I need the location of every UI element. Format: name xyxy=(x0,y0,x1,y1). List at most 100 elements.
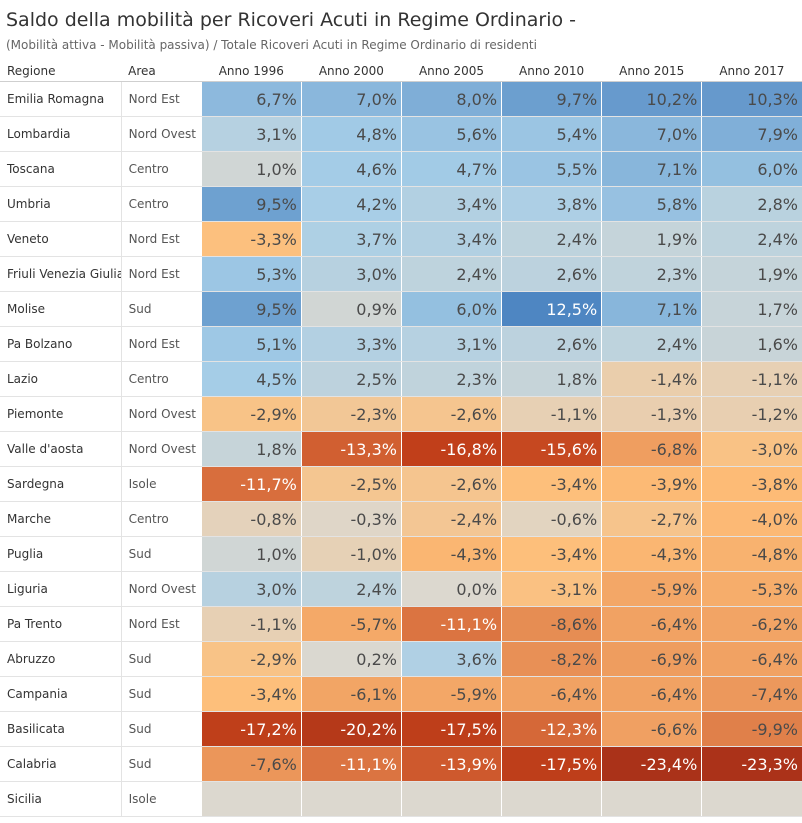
table-row: Piemonte Nord Ovest -2,9% -2,3% -2,6% -1,1% -1… xyxy=(0,396,802,432)
heatmap-cell-anno-2000: -13,3% xyxy=(300,431,402,467)
table-row: Basilicata Sud -17,2% -20,2% -17,5% -12,3% -6,… xyxy=(0,711,802,747)
table-row: Abruzzo Sud -2,9% 0,2% 3,6% -8,2% -6,9% -6,4% xyxy=(0,641,802,677)
heatmap-cell-anno-2015: -6,8% xyxy=(601,431,702,467)
table-row: Emilia Romagna Nord Est 6,7% 7,0% 8,0% 9,7% 10… xyxy=(0,81,802,117)
heatmap-cell-anno-2017: -4,0% xyxy=(701,501,802,537)
row-label-area: Sud xyxy=(121,536,202,572)
chart-subtitle: (Mobilità attiva - Mobilità passiva) / T… xyxy=(6,38,537,52)
heatmap-cell-anno-2005: 3,4% xyxy=(400,186,502,222)
heatmap-cell-anno-2005: -16,8% xyxy=(400,431,502,467)
heatmap-cell-anno-2010 xyxy=(501,781,602,817)
heatmap-cell-anno-2017: 1,9% xyxy=(701,256,802,292)
heatmap-cell-anno-1996: -0,8% xyxy=(200,501,302,537)
heatmap-cell-anno-2015: -1,3% xyxy=(601,396,702,432)
heatmap-cell-anno-2000: -6,1% xyxy=(300,676,402,712)
heatmap-cell-anno-2015: 2,4% xyxy=(601,326,702,362)
heatmap-cell-anno-2010: -12,3% xyxy=(501,711,602,747)
heatmap-cell-anno-2015: -6,9% xyxy=(601,641,702,677)
table-body: Emilia Romagna Nord Est 6,7% 7,0% 8,0% 9,7% 10… xyxy=(0,81,802,817)
row-label-area: Centro xyxy=(121,151,202,187)
header-row: Regione Area Anno 1996 Anno 2000 Anno 2005 An… xyxy=(0,61,802,82)
heatmap-cell-anno-2005: 4,7% xyxy=(400,151,502,187)
heatmap-cell-anno-2005: 3,6% xyxy=(400,641,502,677)
heatmap-cell-anno-2010: -3,4% xyxy=(501,466,602,502)
heatmap-cell-anno-2000: 2,4% xyxy=(300,571,402,607)
heatmap-cell-anno-2015: -1,4% xyxy=(601,361,702,397)
heatmap-cell-anno-2010: 2,4% xyxy=(501,221,602,257)
table-row: Molise Sud 9,5% 0,9% 6,0% 12,5% 7,1% 1,7% xyxy=(0,291,802,327)
row-label-regione: Valle d'aosta xyxy=(0,431,122,467)
heatmap-cell-anno-2005: 5,6% xyxy=(400,116,502,152)
heatmap-cell-anno-1996: 5,3% xyxy=(200,256,302,292)
heatmap-cell-anno-2005: -2,6% xyxy=(400,466,502,502)
heatmap-cell-anno-2015: 7,0% xyxy=(601,116,702,152)
row-label-regione: Puglia xyxy=(0,536,122,572)
row-label-regione: Abruzzo xyxy=(0,641,122,677)
heatmap-cell-anno-2000: 4,2% xyxy=(300,186,402,222)
column-header-anno-2005: Anno 2005 xyxy=(401,61,502,82)
row-label-regione: Campania xyxy=(0,676,122,712)
heatmap-cell-anno-2015: -2,7% xyxy=(601,501,702,537)
table-row: Pa Trento Nord Est -1,1% -5,7% -11,1% -8,6% -6… xyxy=(0,606,802,642)
row-label-regione: Pa Bolzano xyxy=(0,326,122,362)
row-label-regione: Friuli Venezia Giulia xyxy=(0,256,122,292)
heatmap-cell-anno-2010: 12,5% xyxy=(501,291,602,327)
column-header-area: Area xyxy=(121,61,202,82)
heatmap-cell-anno-2010: -0,6% xyxy=(501,501,602,537)
heatmap-cell-anno-1996: -11,7% xyxy=(200,466,302,502)
heatmap-cell-anno-2017: -1,1% xyxy=(701,361,802,397)
row-label-regione: Toscana xyxy=(0,151,122,187)
heatmap-cell-anno-2000: 0,2% xyxy=(300,641,402,677)
heatmap-cell-anno-1996: -1,1% xyxy=(200,606,302,642)
row-label-regione: Marche xyxy=(0,501,122,537)
heatmap-cell-anno-2000: -2,5% xyxy=(300,466,402,502)
heatmap-cell-anno-2017: -5,3% xyxy=(701,571,802,607)
heatmap-cell-anno-2000: 4,8% xyxy=(300,116,402,152)
row-label-area: Isole xyxy=(121,466,202,502)
heatmap-cell-anno-1996: 4,5% xyxy=(200,361,302,397)
heatmap-cell-anno-2000: -0,3% xyxy=(300,501,402,537)
heatmap-cell-anno-1996: -2,9% xyxy=(200,396,302,432)
row-label-area: Sud xyxy=(121,291,202,327)
heatmap-cell-anno-1996: 1,0% xyxy=(200,151,302,187)
row-label-regione: Umbria xyxy=(0,186,122,222)
row-label-area: Nord Est xyxy=(121,256,202,292)
heatmap-cell-anno-1996: 9,5% xyxy=(200,186,302,222)
heatmap-cell-anno-1996: 3,0% xyxy=(200,571,302,607)
row-label-area: Sud xyxy=(121,641,202,677)
table-row: Calabria Sud -7,6% -11,1% -13,9% -17,5% -23,4%… xyxy=(0,746,802,782)
table-row: Pa Bolzano Nord Est 5,1% 3,3% 3,1% 2,6% 2,4% 1,… xyxy=(0,326,802,362)
heatmap-cell-anno-2015: -4,3% xyxy=(601,536,702,572)
row-label-regione: Lombardia xyxy=(0,116,122,152)
row-label-area: Sud xyxy=(121,711,202,747)
heatmap-cell-anno-2017: 6,0% xyxy=(701,151,802,187)
heatmap-cell-anno-2000: 3,0% xyxy=(300,256,402,292)
row-label-area: Centro xyxy=(121,186,202,222)
heatmap-cell-anno-1996: 5,1% xyxy=(200,326,302,362)
heatmap-cell-anno-2005: 2,4% xyxy=(400,256,502,292)
heatmap-cell-anno-1996: -7,6% xyxy=(200,746,302,782)
heatmap-cell-anno-2000 xyxy=(300,781,402,817)
table-row: Valle d'aosta Nord Ovest 1,8% -13,3% -16,8% -… xyxy=(0,431,802,467)
heatmap-cell-anno-2000: 0,9% xyxy=(300,291,402,327)
heatmap-cell-anno-2010: 5,5% xyxy=(501,151,602,187)
heatmap-cell-anno-2015: 10,2% xyxy=(601,81,702,117)
heatmap-cell-anno-2017: 1,7% xyxy=(701,291,802,327)
heatmap-cell-anno-2015: -6,4% xyxy=(601,606,702,642)
heatmap-cell-anno-2017: -1,2% xyxy=(701,396,802,432)
heatmap-cell-anno-2017: 7,9% xyxy=(701,116,802,152)
row-label-area: Isole xyxy=(121,781,202,817)
table-row: Sicilia Isole xyxy=(0,781,802,817)
row-label-regione: Liguria xyxy=(0,571,122,607)
heatmap-cell-anno-2010: -3,1% xyxy=(501,571,602,607)
heatmap-cell-anno-2010: -15,6% xyxy=(501,431,602,467)
heatmap-cell-anno-2017: -6,4% xyxy=(701,641,802,677)
row-label-regione: Lazio xyxy=(0,361,122,397)
heatmap-cell-anno-2000: -11,1% xyxy=(300,746,402,782)
heatmap-cell-anno-2015: 7,1% xyxy=(601,291,702,327)
heatmap-cell-anno-2005: 2,3% xyxy=(400,361,502,397)
heatmap-cell-anno-2000: -2,3% xyxy=(300,396,402,432)
row-label-regione: Pa Trento xyxy=(0,606,122,642)
heatmap-cell-anno-2010: 1,8% xyxy=(501,361,602,397)
heatmap-cell-anno-2015: -6,6% xyxy=(601,711,702,747)
